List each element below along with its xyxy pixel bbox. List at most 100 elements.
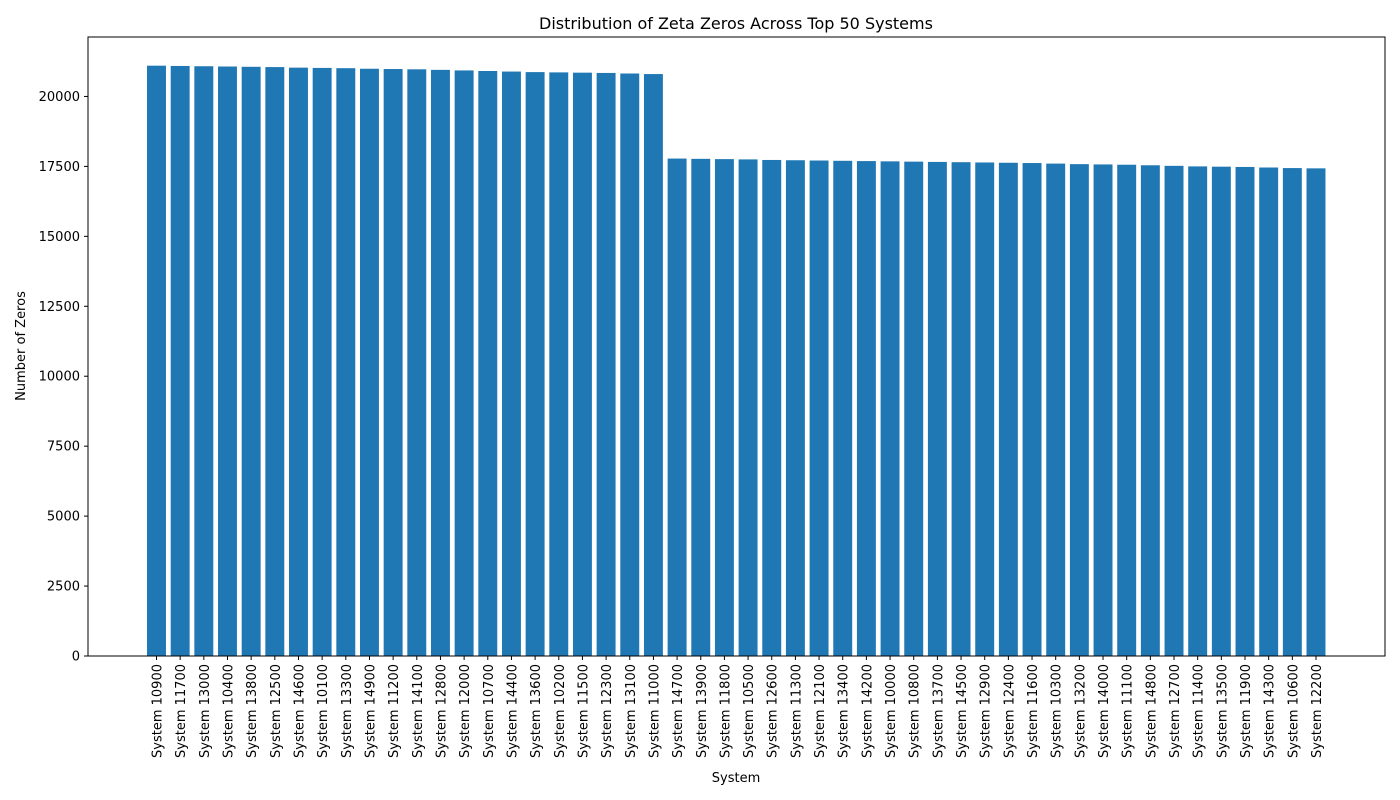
x-tick-label: System 13700 bbox=[931, 664, 946, 758]
bar bbox=[454, 70, 474, 657]
bar bbox=[241, 66, 261, 657]
x-tick-label: System 10700 bbox=[482, 664, 497, 758]
bar bbox=[501, 71, 521, 657]
bar bbox=[1282, 168, 1302, 656]
bar bbox=[620, 73, 640, 656]
x-tick-label: System 12400 bbox=[1002, 664, 1017, 758]
x-tick-label: System 11800 bbox=[718, 664, 733, 758]
bar bbox=[1188, 166, 1208, 656]
x-tick-label: System 12700 bbox=[1168, 664, 1183, 758]
chart-title: Distribution of Zeta Zeros Across Top 50… bbox=[539, 14, 933, 33]
x-tick-label: System 14400 bbox=[505, 664, 520, 758]
bar bbox=[147, 65, 166, 657]
x-tick-label: System 11600 bbox=[1026, 664, 1041, 758]
x-tick-label: System 13300 bbox=[340, 664, 355, 758]
bar bbox=[360, 68, 379, 656]
x-tick-label: System 14100 bbox=[411, 664, 426, 758]
x-axis-ticks: System 10900 System 11700 System 13000 Syst… bbox=[151, 656, 1325, 758]
bar bbox=[738, 159, 758, 656]
x-tick-label: System 14700 bbox=[671, 664, 686, 758]
x-tick-label: System 10100 bbox=[316, 664, 331, 758]
bar bbox=[312, 67, 332, 657]
x-tick-label: System 14600 bbox=[292, 664, 307, 758]
x-tick-label: System 14300 bbox=[1263, 664, 1278, 758]
x-tick-label: System 14000 bbox=[1097, 664, 1112, 758]
bar bbox=[383, 69, 403, 656]
bar bbox=[289, 67, 308, 656]
bar bbox=[856, 161, 876, 656]
x-tick-label: System 13600 bbox=[529, 664, 544, 758]
bar bbox=[762, 159, 782, 656]
y-tick-label: 20000 bbox=[39, 90, 80, 105]
x-tick-label: System 11000 bbox=[647, 664, 662, 758]
bar bbox=[549, 72, 569, 656]
x-tick-label: System 10500 bbox=[742, 664, 757, 758]
bar bbox=[596, 72, 616, 656]
bar bbox=[572, 72, 592, 657]
bar bbox=[998, 162, 1018, 656]
bar bbox=[1117, 164, 1137, 656]
bar bbox=[1306, 168, 1326, 656]
bar bbox=[714, 159, 734, 656]
y-tick-label: 2500 bbox=[47, 580, 80, 595]
x-tick-label: System 10900 bbox=[151, 664, 166, 758]
y-tick-label: 7500 bbox=[47, 440, 80, 455]
x-tick-label: System 12900 bbox=[979, 664, 994, 758]
x-axis-label: System bbox=[712, 771, 760, 786]
bar bbox=[194, 66, 214, 657]
x-tick-label: System 13200 bbox=[1073, 664, 1088, 758]
bar bbox=[1093, 164, 1113, 656]
bar bbox=[1235, 166, 1255, 656]
bar bbox=[430, 69, 450, 657]
x-tick-label: System 11300 bbox=[789, 664, 804, 758]
x-tick-label: System 10000 bbox=[884, 664, 899, 758]
bar bbox=[667, 158, 687, 656]
x-tick-label: System 13900 bbox=[695, 664, 710, 758]
bar bbox=[1069, 164, 1089, 656]
x-tick-label: System 12300 bbox=[600, 664, 615, 758]
x-tick-label: System 12600 bbox=[766, 664, 781, 758]
bar bbox=[1164, 165, 1184, 656]
bar bbox=[336, 68, 356, 656]
bar bbox=[904, 161, 924, 656]
bar bbox=[525, 72, 545, 657]
y-tick-label: 5000 bbox=[47, 510, 80, 525]
x-tick-label: System 14900 bbox=[363, 664, 378, 758]
bar bbox=[170, 65, 190, 656]
x-tick-label: System 13400 bbox=[837, 664, 852, 758]
y-tick-label: 0 bbox=[72, 650, 80, 665]
x-tick-label: System 11900 bbox=[1239, 664, 1254, 758]
bar bbox=[643, 74, 663, 656]
bar bbox=[407, 69, 427, 656]
y-axis-label: Number of Zeros bbox=[14, 291, 29, 401]
x-tick-label: System 11500 bbox=[576, 664, 591, 758]
x-tick-label: System 13800 bbox=[245, 664, 260, 758]
x-tick-label: System 14200 bbox=[860, 664, 875, 758]
y-tick-label: 12500 bbox=[39, 300, 80, 315]
x-tick-label: System 10300 bbox=[1050, 664, 1065, 758]
bar bbox=[691, 158, 711, 656]
x-tick-label: System 13500 bbox=[1215, 664, 1230, 758]
x-tick-label: System 11400 bbox=[1192, 664, 1207, 758]
x-tick-label: System 11100 bbox=[1121, 664, 1136, 758]
bar bbox=[1046, 163, 1066, 656]
bars-layer bbox=[147, 65, 1326, 657]
y-tick-label: 15000 bbox=[39, 230, 80, 245]
plot-frame bbox=[87, 36, 1386, 657]
x-tick-label: System 10800 bbox=[908, 664, 923, 758]
x-tick-label: System 12000 bbox=[458, 664, 473, 758]
bar bbox=[809, 160, 829, 656]
y-tick-label: 17500 bbox=[39, 160, 80, 175]
x-tick-label: System 11200 bbox=[387, 664, 402, 758]
x-tick-label: System 12200 bbox=[1310, 664, 1325, 758]
x-tick-label: System 12800 bbox=[434, 664, 449, 758]
bar bbox=[1140, 165, 1160, 656]
x-tick-label: System 13000 bbox=[198, 664, 213, 758]
x-tick-label: System 12100 bbox=[813, 664, 828, 758]
bar bbox=[1022, 163, 1042, 657]
bar bbox=[1259, 167, 1279, 656]
y-axis-ticks: 0 2500 5000 7500 10000 12500 15000 17500 20000 bbox=[39, 90, 88, 665]
bar bbox=[833, 160, 853, 657]
bar bbox=[927, 161, 947, 657]
